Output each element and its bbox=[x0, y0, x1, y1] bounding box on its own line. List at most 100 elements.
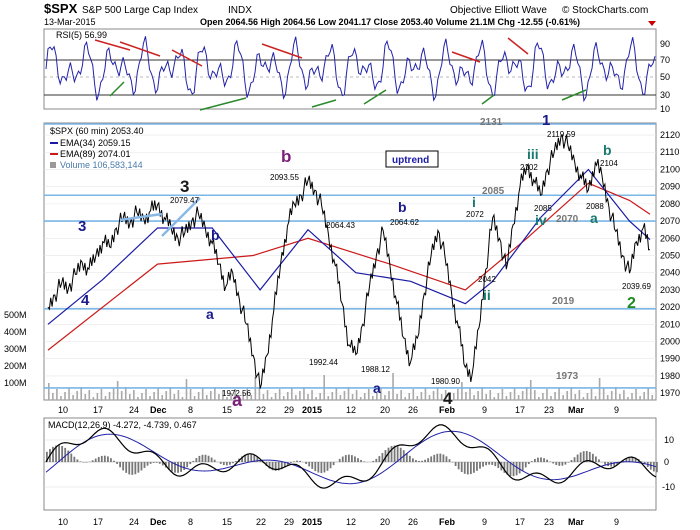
date-tick: 17 bbox=[93, 517, 103, 527]
volume-bar bbox=[60, 396, 62, 400]
volume-bar bbox=[100, 389, 103, 400]
histogram-bar bbox=[351, 455, 353, 462]
volume-bar bbox=[48, 383, 50, 400]
wave-label: 4 bbox=[443, 389, 453, 408]
volume-bar bbox=[590, 389, 593, 400]
histogram-bar bbox=[518, 462, 521, 474]
price-legend: $SPX (60 min) 2053.40 EMA(34) 2059.15 EM… bbox=[50, 126, 144, 170]
histogram-bar bbox=[116, 462, 118, 464]
volume-tick: 200M bbox=[4, 361, 27, 371]
volume-axis: 500M 400M 300M 200M 100M bbox=[4, 310, 27, 388]
volume-bar bbox=[299, 391, 301, 400]
volume-bar bbox=[64, 392, 66, 400]
volume-bar bbox=[242, 392, 244, 400]
volume-bar bbox=[145, 389, 147, 400]
histogram-bar bbox=[631, 457, 634, 462]
price-tick: 2120 bbox=[660, 130, 680, 140]
price-tick: 2060 bbox=[660, 233, 680, 243]
price-label: 2072 bbox=[466, 210, 484, 219]
histogram-bar bbox=[537, 457, 539, 462]
histogram-bar bbox=[555, 462, 558, 465]
volume-tick: 300M bbox=[4, 344, 27, 354]
histogram-bar bbox=[247, 453, 250, 462]
histogram-bar bbox=[442, 454, 445, 462]
histogram-bar bbox=[347, 454, 350, 462]
price-label: 2085 bbox=[534, 204, 552, 213]
volume-bar bbox=[384, 395, 386, 400]
histogram-bar bbox=[161, 462, 164, 466]
histogram-bar bbox=[418, 460, 420, 462]
volume-bar bbox=[623, 390, 625, 400]
histogram-bar bbox=[201, 454, 204, 462]
volume-bar bbox=[388, 391, 390, 400]
price-label: 1992.44 bbox=[309, 358, 338, 367]
rsi-tick: 50 bbox=[660, 72, 670, 82]
date-tick: 9 bbox=[482, 517, 487, 527]
price-label: 2064.62 bbox=[390, 218, 419, 227]
chart-date: 13-Mar-2015 bbox=[44, 17, 96, 27]
histogram-bar bbox=[390, 446, 393, 462]
volume-bar bbox=[440, 394, 443, 400]
volume-bar bbox=[133, 390, 135, 400]
price-tick: 1970 bbox=[660, 388, 680, 398]
histogram-bar bbox=[570, 460, 573, 462]
histogram-bar bbox=[384, 450, 387, 462]
volume-bar bbox=[461, 382, 463, 400]
histogram-bar bbox=[588, 451, 591, 462]
price-tick: 2110 bbox=[660, 147, 679, 157]
volume-bar bbox=[327, 396, 330, 400]
price-tick: 1980 bbox=[660, 371, 680, 381]
volume-bar bbox=[185, 379, 188, 400]
histogram-bar bbox=[363, 461, 365, 462]
histogram-bar bbox=[656, 462, 658, 473]
volume-bar bbox=[400, 390, 402, 400]
date-tick: 9 bbox=[482, 405, 487, 415]
wave-label: 3 bbox=[78, 218, 86, 235]
level-label: 2019 bbox=[552, 296, 575, 307]
wave-labels: 3 b 1 3 4 b a a b a 4 i ii iii iv b a 2 bbox=[78, 112, 636, 410]
histogram-bar bbox=[408, 455, 411, 462]
histogram-bar bbox=[293, 461, 295, 462]
price-label: 1972.56 bbox=[222, 389, 251, 398]
histogram-bar bbox=[308, 462, 311, 467]
price-tick: 2080 bbox=[660, 199, 680, 209]
histogram-bar bbox=[561, 462, 564, 466]
volume-bar bbox=[521, 391, 524, 400]
volume-bar bbox=[554, 392, 556, 400]
volume-bar bbox=[615, 387, 617, 400]
date-tick: 10 bbox=[58, 405, 68, 415]
histogram-bar bbox=[421, 460, 423, 462]
volume-bar bbox=[124, 387, 127, 400]
histogram-bar bbox=[405, 453, 408, 462]
volume-bar bbox=[96, 393, 99, 400]
volume-bar bbox=[88, 390, 91, 400]
date-tick: 22 bbox=[256, 517, 266, 527]
histogram-bar bbox=[192, 460, 195, 462]
volume-bar bbox=[359, 397, 362, 400]
wave-label: b bbox=[603, 142, 612, 158]
date-tick: 23 bbox=[544, 405, 554, 415]
volume-bar bbox=[465, 392, 467, 400]
volume-bar bbox=[76, 391, 78, 400]
volume-bar bbox=[566, 391, 568, 400]
volume-bar bbox=[372, 396, 374, 400]
histogram-bar bbox=[344, 455, 347, 462]
histogram-bar bbox=[70, 453, 73, 462]
rsi-tick: 90 bbox=[660, 39, 670, 49]
volume-bar bbox=[602, 388, 605, 400]
volume-bar bbox=[315, 397, 317, 400]
volume-bar bbox=[363, 393, 366, 400]
price-label: 1988.12 bbox=[361, 365, 390, 374]
histogram-bar bbox=[265, 462, 268, 467]
histogram-bar bbox=[229, 462, 231, 465]
histogram-bar bbox=[125, 462, 128, 473]
volume-bar bbox=[112, 388, 115, 400]
histogram-bar bbox=[274, 462, 277, 471]
volume-bar bbox=[355, 390, 358, 400]
volume-bar bbox=[477, 391, 479, 400]
volume-bar bbox=[169, 387, 172, 400]
wave-label: a bbox=[232, 390, 243, 410]
histogram-bar bbox=[137, 462, 140, 473]
volume-bar bbox=[574, 394, 577, 400]
histogram-bar bbox=[253, 454, 256, 462]
